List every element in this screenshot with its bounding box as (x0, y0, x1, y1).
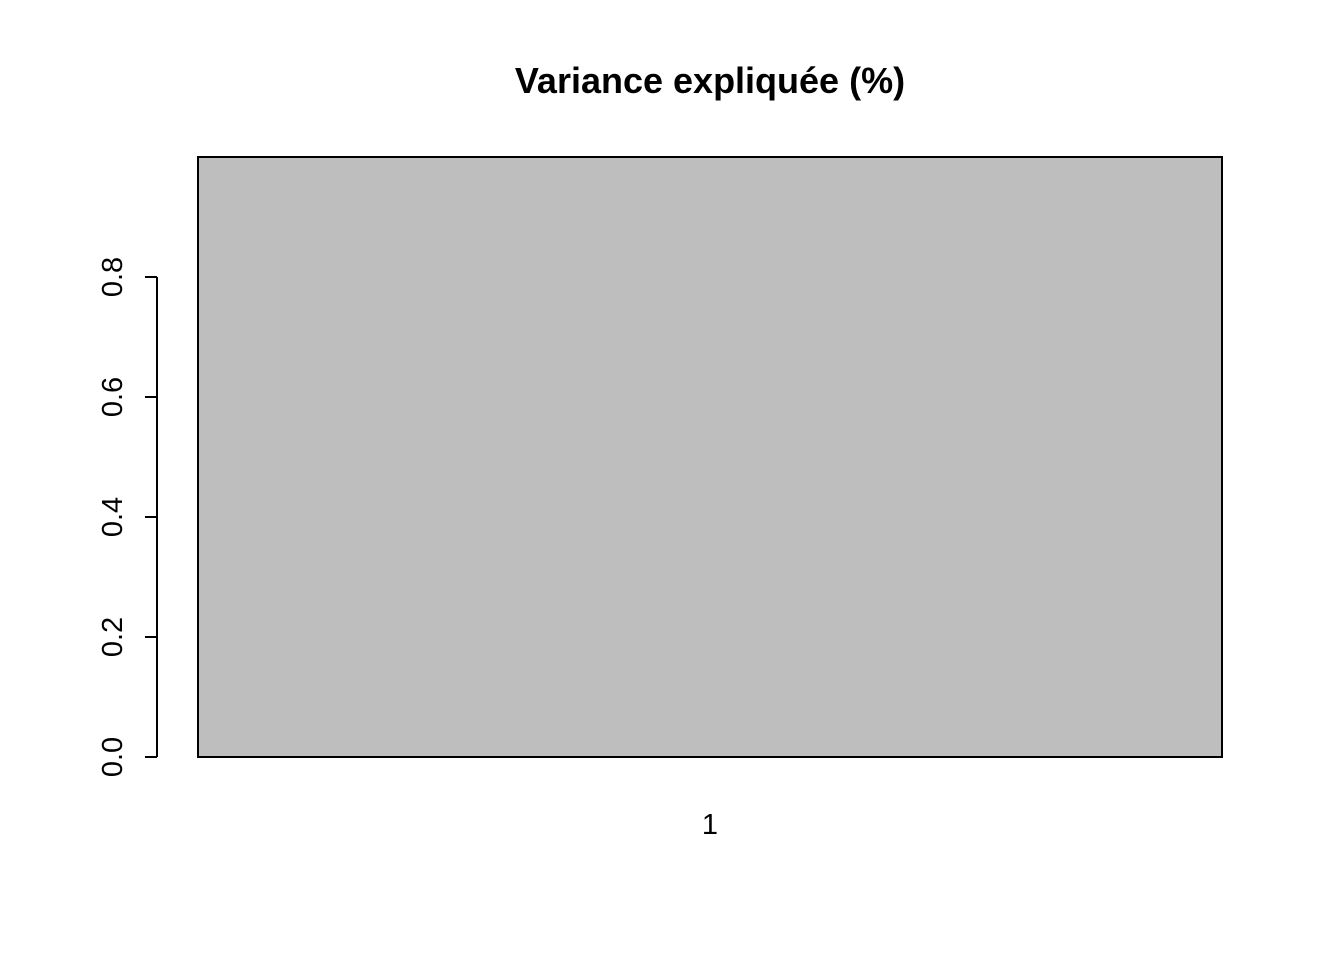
y-axis: 0.0 0.2 0.4 0.6 0.8 (97, 257, 158, 777)
y-tick-label: 0.8 (97, 257, 129, 297)
x-tick-label: 1 (702, 809, 718, 841)
y-tick-label: 0.4 (97, 497, 129, 537)
bars-group (197, 156, 1223, 758)
y-tick-label: 0.6 (97, 377, 129, 417)
y-tick-label: 0.2 (97, 617, 129, 657)
x-axis-labels: 1 (702, 809, 718, 841)
y-tick-label: 0.0 (97, 737, 129, 777)
bar-1 (197, 156, 1223, 758)
chart-title: Variance expliquée (%) (515, 60, 905, 101)
